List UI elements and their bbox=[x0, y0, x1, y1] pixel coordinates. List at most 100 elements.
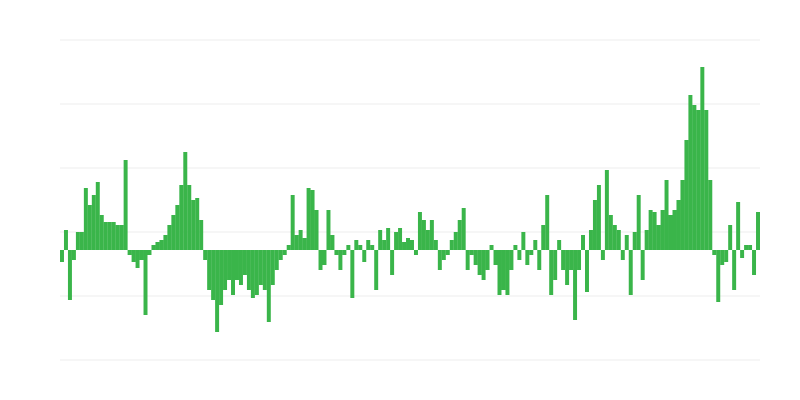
bar bbox=[537, 250, 542, 270]
bar bbox=[63, 230, 68, 250]
bar bbox=[71, 250, 76, 260]
bar bbox=[278, 250, 283, 260]
bar bbox=[366, 240, 371, 250]
bar bbox=[744, 245, 749, 250]
bar bbox=[151, 245, 156, 250]
bar bbox=[600, 250, 605, 260]
bar bbox=[756, 212, 760, 250]
bar bbox=[175, 205, 180, 250]
bar bbox=[445, 250, 450, 255]
bar bbox=[477, 250, 482, 275]
bar bbox=[708, 180, 713, 250]
bar bbox=[370, 245, 375, 250]
bar bbox=[425, 230, 430, 250]
bar bbox=[215, 250, 220, 332]
bar bbox=[489, 245, 494, 250]
bar bbox=[509, 250, 514, 270]
bar bbox=[219, 250, 224, 305]
bar bbox=[553, 250, 558, 280]
bar bbox=[660, 210, 665, 250]
bar bbox=[700, 67, 705, 250]
bar bbox=[740, 250, 745, 258]
bar bbox=[421, 220, 426, 250]
bar bbox=[362, 250, 367, 262]
bar bbox=[692, 105, 697, 250]
bar bbox=[231, 250, 235, 295]
bar bbox=[67, 250, 72, 300]
bar bbox=[203, 250, 208, 260]
bar bbox=[429, 220, 434, 250]
bar bbox=[632, 232, 637, 250]
bar bbox=[616, 230, 621, 250]
bar bbox=[262, 250, 267, 290]
bar bbox=[485, 250, 490, 270]
bar bbox=[608, 215, 613, 250]
bar bbox=[238, 250, 243, 285]
bar bbox=[449, 240, 454, 250]
bar bbox=[123, 160, 128, 250]
bar bbox=[187, 185, 192, 250]
bar bbox=[378, 230, 383, 250]
bar bbox=[413, 250, 418, 255]
bar bbox=[274, 250, 279, 270]
bar bbox=[497, 250, 502, 295]
bar bbox=[573, 250, 578, 320]
bar bbox=[286, 245, 291, 250]
bar bbox=[302, 238, 307, 250]
bar bbox=[453, 232, 458, 250]
bar bbox=[207, 250, 212, 290]
bar bbox=[374, 250, 379, 290]
bar bbox=[143, 250, 148, 315]
bar bbox=[246, 250, 251, 290]
bar bbox=[461, 208, 466, 250]
bar bbox=[95, 182, 100, 250]
bar bbox=[561, 250, 566, 270]
bar bbox=[501, 250, 506, 290]
bar bbox=[724, 250, 729, 262]
bar bbox=[326, 210, 331, 250]
bar bbox=[565, 250, 570, 285]
bar bbox=[529, 250, 534, 255]
bar bbox=[155, 242, 160, 250]
bar bbox=[628, 250, 633, 295]
bar bbox=[465, 250, 470, 270]
bar bbox=[167, 225, 172, 250]
bar bbox=[549, 250, 554, 295]
bar bbox=[119, 225, 124, 250]
bar bbox=[235, 250, 239, 280]
bar bbox=[354, 240, 359, 250]
bar bbox=[342, 250, 347, 255]
bar bbox=[254, 250, 259, 295]
bar bbox=[258, 250, 263, 285]
bar bbox=[282, 250, 287, 255]
bar bbox=[437, 250, 442, 270]
bar bbox=[604, 170, 609, 250]
bar bbox=[736, 202, 741, 250]
bar bbox=[91, 195, 96, 250]
bar bbox=[712, 250, 717, 255]
bar bbox=[390, 250, 395, 275]
bar bbox=[223, 250, 228, 290]
bar bbox=[533, 240, 538, 250]
bar bbox=[294, 235, 299, 250]
bar bbox=[398, 228, 403, 250]
bar bbox=[732, 250, 737, 290]
bar bbox=[581, 235, 585, 250]
bar bbox=[410, 240, 414, 250]
bar bbox=[525, 250, 530, 265]
bar bbox=[636, 195, 641, 250]
bar bbox=[433, 240, 438, 250]
bar bbox=[656, 225, 661, 250]
bar bbox=[521, 232, 526, 250]
bar bbox=[417, 212, 422, 250]
bar bbox=[382, 240, 387, 250]
bar bbox=[612, 225, 617, 250]
bar bbox=[592, 200, 597, 250]
bar bbox=[87, 205, 92, 250]
bar bbox=[644, 230, 649, 250]
bar bbox=[227, 250, 232, 280]
bar bbox=[704, 110, 709, 250]
bar bbox=[60, 250, 64, 262]
bar bbox=[159, 240, 164, 250]
bar bbox=[306, 188, 311, 250]
